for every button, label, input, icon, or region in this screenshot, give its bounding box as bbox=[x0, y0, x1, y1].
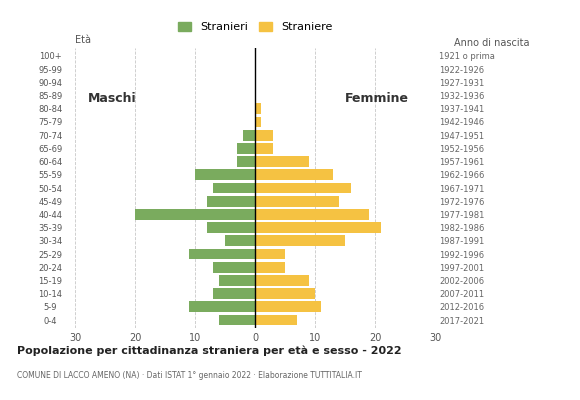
Bar bbox=[207, 222, 255, 233]
Bar bbox=[255, 103, 261, 114]
Bar bbox=[213, 182, 255, 194]
Text: Femmine: Femmine bbox=[345, 92, 409, 105]
Bar bbox=[255, 143, 273, 154]
Bar bbox=[255, 262, 285, 273]
Bar bbox=[255, 222, 381, 233]
Bar bbox=[255, 156, 309, 167]
Legend: Stranieri, Straniere: Stranieri, Straniere bbox=[173, 17, 337, 36]
Bar bbox=[189, 302, 255, 312]
Bar bbox=[189, 249, 255, 260]
Bar bbox=[255, 236, 345, 246]
Bar bbox=[255, 130, 273, 140]
Bar bbox=[255, 182, 351, 194]
Bar bbox=[237, 143, 255, 154]
Bar bbox=[219, 275, 255, 286]
Bar bbox=[255, 302, 321, 312]
Bar bbox=[195, 169, 255, 180]
Bar bbox=[255, 288, 315, 299]
Text: Maschi: Maschi bbox=[88, 92, 136, 105]
Bar bbox=[255, 275, 309, 286]
Bar bbox=[255, 196, 339, 207]
Bar bbox=[213, 288, 255, 299]
Bar bbox=[219, 315, 255, 326]
Bar bbox=[135, 209, 255, 220]
Text: Popolazione per cittadinanza straniera per età e sesso - 2022: Popolazione per cittadinanza straniera p… bbox=[17, 346, 402, 356]
Bar bbox=[237, 156, 255, 167]
Bar bbox=[225, 236, 255, 246]
Text: Anno di nascita: Anno di nascita bbox=[454, 38, 530, 48]
Text: COMUNE DI LACCO AMENO (NA) · Dati ISTAT 1° gennaio 2022 · Elaborazione TUTTITALI: COMUNE DI LACCO AMENO (NA) · Dati ISTAT … bbox=[17, 371, 362, 380]
Bar bbox=[213, 262, 255, 273]
Text: Età: Età bbox=[75, 35, 92, 45]
Bar bbox=[255, 169, 333, 180]
Bar bbox=[255, 315, 297, 326]
Bar bbox=[255, 116, 261, 127]
Bar bbox=[255, 209, 369, 220]
Bar bbox=[255, 249, 285, 260]
Bar bbox=[207, 196, 255, 207]
Bar bbox=[243, 130, 255, 140]
